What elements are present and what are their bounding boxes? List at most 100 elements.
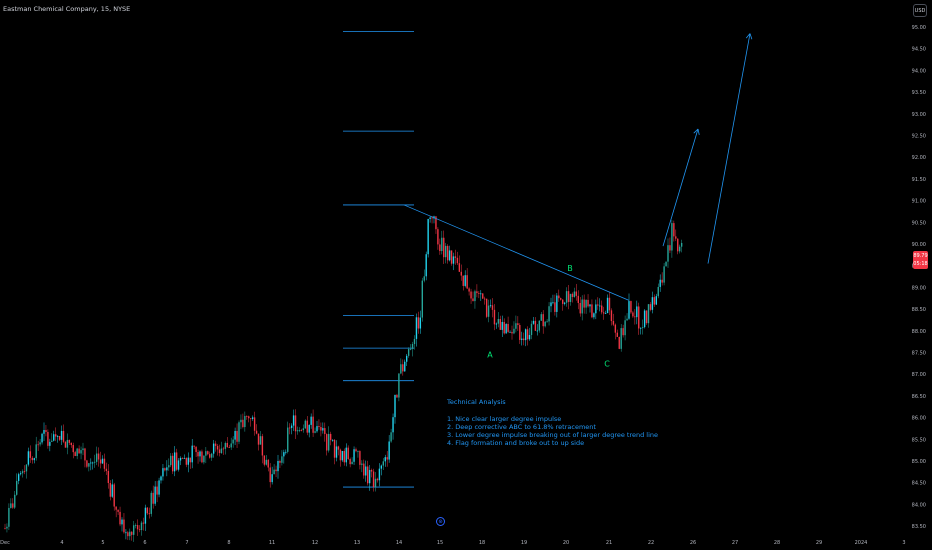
candle-body [526, 329, 529, 340]
time-tick-label: 29 [816, 540, 822, 546]
candle-body [212, 443, 215, 454]
candle-body [388, 441, 390, 460]
candle-body [398, 373, 400, 398]
candle-body [636, 306, 638, 318]
candle-body [277, 460, 279, 472]
time-tick-label: 13 [354, 540, 360, 546]
candle-body [242, 419, 244, 428]
price-tick-label: 88.00 [912, 329, 926, 335]
candle-body [521, 338, 523, 340]
candle-body [544, 321, 546, 327]
candle-body [306, 420, 308, 433]
candle-body [56, 436, 59, 437]
time-axis: Dec 4 5 6 7 8 11 12 13 14 15 18 19 20 21 22 26 27 28 29 2024… [0, 540, 905, 546]
wave-label-b: B [567, 264, 573, 273]
candle-body [523, 338, 525, 341]
time-tick-label: 7 [185, 540, 188, 546]
candle-body [657, 286, 659, 297]
candle-body [326, 434, 328, 451]
price-tick-label: 85.50 [912, 437, 926, 443]
candle-body [17, 474, 20, 481]
candle-body [119, 511, 121, 525]
arrow-head [693, 128, 699, 134]
candle-body [604, 313, 607, 314]
tradingview-logo-icon[interactable]: ⊛ [436, 517, 445, 526]
candle-body [72, 445, 74, 453]
candle-body [80, 450, 82, 454]
candle-body [448, 250, 451, 261]
candle-body [294, 415, 297, 432]
candle-body [320, 427, 322, 431]
candle-body [31, 457, 33, 461]
candle-body [318, 426, 320, 428]
candle-body [515, 323, 517, 329]
time-tick-label: 2024 [855, 540, 868, 546]
candle-body [123, 519, 125, 533]
candle-body [70, 442, 72, 446]
time-tick-label: 6 [143, 540, 146, 546]
candle-body [536, 330, 539, 332]
candle-body [503, 321, 505, 334]
candle-body [162, 468, 164, 477]
candle-body [39, 442, 41, 445]
candle-body [528, 334, 531, 340]
candle-body [505, 323, 507, 334]
candle-body [474, 291, 476, 302]
time-tick-label: 20 [563, 540, 569, 546]
candle-body [62, 430, 65, 442]
time-tick-label: 12 [312, 540, 318, 546]
candle-body [554, 302, 556, 312]
candle-body [653, 297, 656, 305]
candle-body [103, 458, 106, 469]
candle-body [365, 466, 367, 476]
candle-body [645, 310, 648, 324]
candle-body [12, 503, 14, 508]
candle-body [265, 459, 267, 465]
candle-body [251, 417, 254, 419]
candle-body [29, 451, 32, 458]
candle-body [429, 217, 431, 219]
candle-body [472, 298, 474, 302]
candle-body [680, 242, 683, 247]
price-tick-label: 93.50 [912, 90, 926, 96]
candle-body [673, 223, 675, 237]
candle-body [152, 492, 154, 504]
candle-body [74, 452, 76, 457]
candle-body [6, 526, 8, 529]
candle-body [530, 323, 533, 335]
time-tick-label: Dec [0, 540, 10, 546]
candle-body [524, 329, 527, 341]
candle-body [647, 304, 650, 324]
candle-body [649, 304, 652, 310]
candle-body [363, 463, 365, 476]
candle-body [312, 416, 314, 433]
candle-body [445, 245, 447, 258]
candle-body [185, 457, 188, 465]
candle-body [64, 441, 67, 448]
candle-body [407, 349, 410, 356]
time-tick-label: 26 [690, 540, 696, 546]
candle-body [679, 246, 681, 252]
currency-button[interactable]: USD [913, 4, 927, 17]
candle-body [439, 244, 441, 252]
candle-body [224, 442, 227, 449]
time-tick-label: 11 [269, 540, 275, 546]
candle-body [641, 327, 644, 328]
candle-body [60, 430, 63, 440]
candle-body [671, 223, 673, 251]
candle-body [230, 443, 232, 448]
candle-body [142, 522, 145, 524]
analysis-point-2: 2. Deep corrective ABC to 61.8% retracem… [447, 423, 596, 431]
candle-body [606, 297, 609, 314]
last-price-value: 89.79 [913, 253, 928, 259]
candle-body [454, 256, 457, 258]
candle-body [677, 238, 679, 252]
candle-body [222, 448, 225, 450]
time-tick-label: 15 [437, 540, 443, 546]
candle-body [595, 304, 597, 314]
projection-arrow [662, 128, 699, 247]
candle-body [220, 448, 223, 454]
analysis-point-4: 4. Flag formation and broke out to up si… [447, 439, 585, 447]
candle-body [394, 394, 396, 418]
